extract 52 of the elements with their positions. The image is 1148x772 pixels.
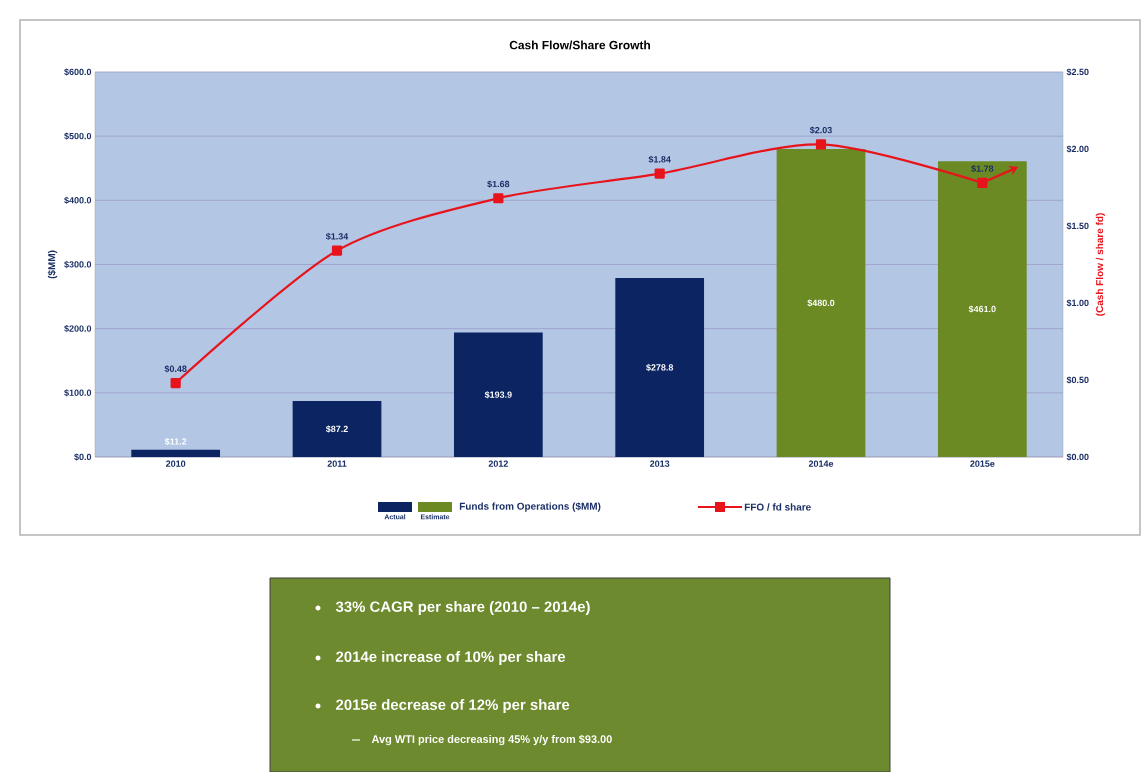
legend-label: Funds from Operations ($MM): [459, 502, 601, 512]
y-tick-label: $300.0: [64, 260, 92, 269]
y2-tick-label: $1.00: [1066, 299, 1089, 307]
bar: [937, 161, 1027, 457]
y-tick-label: $600.0: [64, 68, 92, 76]
y-tick-label: $200.0: [64, 324, 92, 333]
legend-label: FFO / fd share: [744, 503, 811, 511]
point: [170, 377, 181, 389]
data-label: $1.78: [971, 165, 994, 173]
data-label: $480.0: [807, 299, 835, 307]
y-tick-label: $500.0: [64, 132, 92, 140]
bar: [292, 401, 382, 457]
data-label: $193.9: [484, 391, 512, 399]
text: Avg WTI price decreasing 45% y/y from $93.00: [371, 734, 612, 746]
y-tick-label: $0.0: [74, 453, 92, 461]
text: 2014e increase of 10% per share: [336, 651, 566, 665]
point: [493, 193, 504, 204]
y-axis-title: ($MM): [47, 250, 58, 279]
text: 2015e decrease of 12% per share: [336, 699, 570, 713]
x-tick-label: 2011: [327, 460, 347, 467]
data-label: $461.0: [968, 305, 996, 313]
data-label: $1.34: [325, 232, 349, 241]
data-label: $1.68: [487, 180, 510, 188]
point: [331, 245, 343, 256]
bar: [131, 449, 221, 457]
x-tick-label: 2015e: [970, 460, 995, 467]
data-label: $87.2: [325, 425, 348, 433]
point: [654, 168, 665, 179]
y2-tick-label: $2.00: [1066, 145, 1089, 153]
bar: [776, 148, 866, 457]
x-tick-label: 2014e: [808, 460, 834, 467]
x-tick-label: 2010: [166, 460, 186, 467]
text: 33% CAGR per share (2010 – 2014e): [335, 601, 590, 615]
y2-axis-title: (Cash Flow / share fd): [1095, 213, 1106, 316]
data-label: $1.84: [648, 155, 671, 164]
y-tick-label: $400.0: [64, 196, 92, 204]
bar: [453, 332, 543, 457]
y2-tick-label: $2.50: [1066, 68, 1089, 76]
point: [815, 139, 827, 150]
bar: [615, 278, 705, 457]
y2-tick-label: $0.00: [1066, 453, 1089, 461]
chart-title: Cash Flow/Share Growth: [509, 40, 651, 50]
data-label: $2.03: [809, 126, 832, 134]
point: [977, 177, 988, 188]
x-tick-label: 2012: [488, 460, 508, 467]
x-tick-label: 2013: [650, 460, 670, 467]
data-label: $0.48: [164, 365, 187, 373]
y2-tick-label: $0.50: [1066, 376, 1089, 384]
data-label: $278.8: [646, 363, 674, 372]
data-label: $11.2: [164, 437, 187, 446]
y-tick-label: $100.0: [64, 389, 92, 397]
y2-tick-label: $1.50: [1066, 222, 1089, 230]
